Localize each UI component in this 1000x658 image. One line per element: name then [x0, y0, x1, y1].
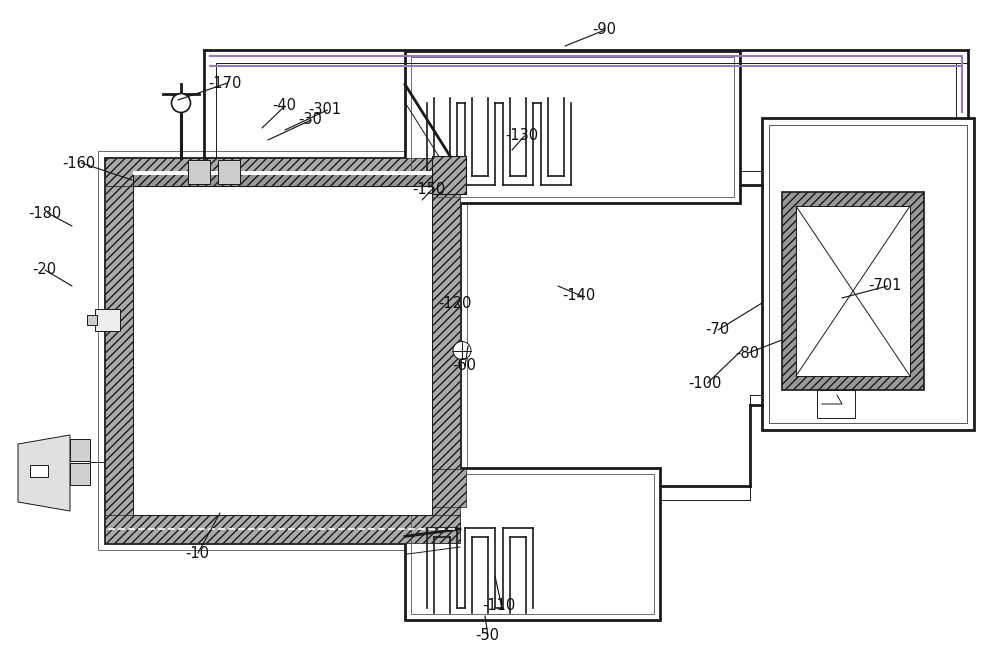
- Bar: [105, 515, 460, 543]
- Bar: [796, 206, 910, 376]
- Text: -60: -60: [452, 359, 476, 374]
- Text: -20: -20: [32, 263, 56, 278]
- Bar: [188, 160, 210, 184]
- Bar: [817, 390, 855, 418]
- Text: -80: -80: [735, 345, 759, 361]
- Text: -120: -120: [438, 295, 471, 311]
- Bar: [98, 151, 467, 550]
- Text: -50: -50: [475, 628, 499, 644]
- Text: -10: -10: [185, 545, 209, 561]
- Bar: [95, 309, 120, 331]
- Bar: [70, 439, 90, 461]
- Text: -90: -90: [592, 22, 616, 38]
- Text: -100: -100: [688, 376, 721, 390]
- Bar: [769, 125, 967, 423]
- Bar: [411, 57, 734, 197]
- Bar: [432, 158, 460, 543]
- Bar: [105, 158, 133, 543]
- Text: -701: -701: [868, 278, 901, 293]
- Circle shape: [172, 93, 190, 113]
- Text: -170: -170: [208, 76, 241, 91]
- Circle shape: [453, 342, 471, 359]
- Bar: [405, 468, 660, 620]
- Bar: [782, 192, 924, 390]
- Bar: [762, 118, 974, 430]
- Bar: [218, 160, 240, 184]
- Polygon shape: [18, 435, 70, 511]
- Bar: [411, 474, 654, 614]
- Bar: [133, 174, 432, 186]
- Text: -180: -180: [28, 205, 61, 220]
- Text: -30: -30: [298, 113, 322, 128]
- Bar: [432, 156, 466, 194]
- Text: -160: -160: [62, 155, 95, 170]
- Text: -130: -130: [505, 128, 538, 143]
- Bar: [133, 186, 432, 515]
- Bar: [405, 51, 740, 203]
- Bar: [133, 170, 432, 175]
- Text: -40: -40: [272, 99, 296, 113]
- Text: -301: -301: [308, 103, 341, 118]
- Text: -70: -70: [705, 322, 729, 338]
- Bar: [87, 315, 97, 325]
- Bar: [105, 158, 460, 186]
- Text: -150: -150: [412, 182, 445, 197]
- Text: -140: -140: [562, 288, 595, 303]
- Bar: [432, 469, 466, 507]
- Text: -110: -110: [482, 599, 515, 613]
- Bar: [30, 465, 48, 477]
- Bar: [105, 158, 460, 543]
- Bar: [70, 463, 90, 485]
